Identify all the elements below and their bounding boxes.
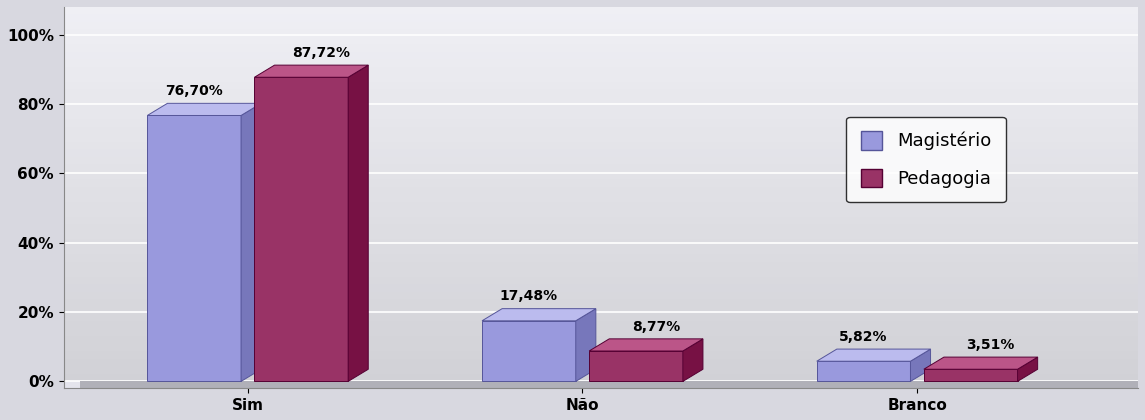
Text: 87,72%: 87,72% bbox=[292, 46, 350, 60]
Text: 17,48%: 17,48% bbox=[500, 289, 558, 304]
Polygon shape bbox=[482, 309, 595, 321]
Polygon shape bbox=[348, 65, 369, 381]
Bar bbox=[0, 172, 1145, 179]
Bar bbox=[0, 314, 1145, 321]
Bar bbox=[0, 29, 1145, 37]
Bar bbox=[0, 127, 1145, 134]
Text: 8,77%: 8,77% bbox=[632, 320, 680, 333]
Legend: Magistério, Pedagogia: Magistério, Pedagogia bbox=[846, 117, 1005, 202]
Bar bbox=[0, 202, 1145, 209]
Bar bbox=[0, 262, 1145, 269]
Polygon shape bbox=[242, 103, 261, 381]
Bar bbox=[0, 157, 1145, 164]
Text: 3,51%: 3,51% bbox=[966, 338, 1014, 352]
Bar bbox=[148, 116, 242, 381]
Bar bbox=[0, 329, 1145, 336]
Bar bbox=[0, 104, 1145, 112]
Bar bbox=[0, 344, 1145, 352]
Polygon shape bbox=[816, 349, 931, 361]
Bar bbox=[0, 336, 1145, 344]
Bar bbox=[0, 22, 1145, 29]
Bar bbox=[0, 7, 1145, 14]
Bar bbox=[0, 276, 1145, 284]
Bar bbox=[0, 82, 1145, 89]
Bar bbox=[0, 45, 1145, 52]
Bar bbox=[0, 52, 1145, 59]
Polygon shape bbox=[148, 103, 261, 116]
Bar bbox=[0, 247, 1145, 254]
Bar bbox=[0, 74, 1145, 82]
Bar bbox=[0, 186, 1145, 194]
Bar bbox=[0, 239, 1145, 247]
Bar bbox=[0, 366, 1145, 374]
Bar bbox=[0, 209, 1145, 217]
Polygon shape bbox=[924, 357, 1037, 369]
Bar bbox=[0, 97, 1145, 104]
Bar bbox=[0, 217, 1145, 224]
Bar bbox=[590, 351, 682, 381]
Text: 76,70%: 76,70% bbox=[165, 84, 223, 98]
Bar bbox=[0, 119, 1145, 127]
Bar bbox=[0, 254, 1145, 262]
Bar bbox=[924, 369, 1018, 381]
Polygon shape bbox=[254, 65, 369, 77]
Bar bbox=[0, 164, 1145, 172]
Bar bbox=[0, 179, 1145, 186]
Bar bbox=[0, 307, 1145, 314]
Bar bbox=[0, 352, 1145, 359]
Bar bbox=[0, 89, 1145, 97]
Bar bbox=[482, 321, 576, 381]
Bar bbox=[0, 59, 1145, 67]
Bar bbox=[0, 134, 1145, 142]
Bar bbox=[0, 284, 1145, 291]
Bar bbox=[0, 194, 1145, 202]
Bar bbox=[0, 299, 1145, 307]
Bar bbox=[80, 381, 1145, 388]
Bar bbox=[0, 149, 1145, 157]
Bar bbox=[0, 142, 1145, 149]
Bar bbox=[0, 269, 1145, 276]
Bar bbox=[0, 374, 1145, 381]
Bar bbox=[0, 112, 1145, 119]
Polygon shape bbox=[682, 339, 703, 381]
Text: 5,82%: 5,82% bbox=[839, 330, 887, 344]
Bar bbox=[0, 231, 1145, 239]
Polygon shape bbox=[590, 339, 703, 351]
Bar bbox=[0, 37, 1145, 45]
Polygon shape bbox=[1018, 357, 1037, 381]
Bar bbox=[0, 67, 1145, 74]
Bar bbox=[0, 224, 1145, 231]
Bar bbox=[0, 14, 1145, 22]
Bar bbox=[0, 359, 1145, 366]
Bar bbox=[254, 77, 348, 381]
Bar bbox=[0, 291, 1145, 299]
Polygon shape bbox=[576, 309, 595, 381]
Bar bbox=[0, 321, 1145, 329]
Polygon shape bbox=[910, 349, 931, 381]
Bar bbox=[816, 361, 910, 381]
